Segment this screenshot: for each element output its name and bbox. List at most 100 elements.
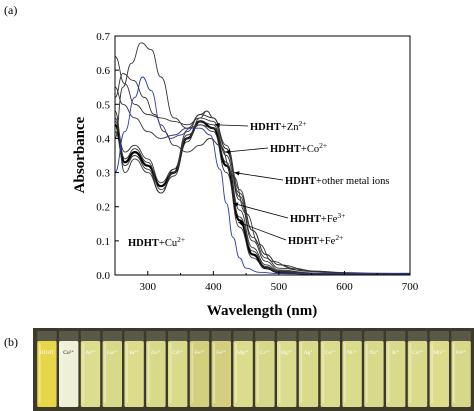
annotation-arrow xyxy=(225,147,269,153)
vial xyxy=(59,341,79,407)
vial xyxy=(342,341,362,407)
y-tick-label: 0.2 xyxy=(96,202,110,214)
vial-highlight xyxy=(300,343,303,403)
vial xyxy=(146,341,166,407)
vial-highlight xyxy=(104,343,107,403)
y-tick-label: 0.5 xyxy=(96,99,110,111)
vial-cap xyxy=(255,331,275,341)
annotation-arrowhead xyxy=(234,171,240,176)
vial-highlight xyxy=(147,343,150,403)
y-tick-label: 0.3 xyxy=(96,168,110,180)
spectrum-line-10 xyxy=(114,76,410,275)
vial-cap xyxy=(386,331,406,341)
annotation-arrow xyxy=(234,172,284,181)
y-axis-title: Absorbance xyxy=(72,116,88,193)
x-tick-label: 700 xyxy=(402,281,419,293)
vial-label: Fe²⁺ xyxy=(194,350,204,356)
annotation-arrow xyxy=(214,124,249,127)
vial-highlight xyxy=(169,343,172,403)
vial-cap xyxy=(320,331,340,341)
vial xyxy=(189,341,210,407)
vial xyxy=(407,341,428,407)
vial xyxy=(451,341,471,407)
y-tick-label: 0.1 xyxy=(96,236,110,248)
vial-cap xyxy=(407,331,428,341)
annotation-arrowhead xyxy=(225,149,231,154)
annotation-layer: HDHT+Zn2+ HDHT+Co2+ HDHT+other metal ions H… xyxy=(128,119,390,249)
vial-highlight xyxy=(322,343,325,403)
annotation-arrowhead xyxy=(214,122,220,128)
vial-cap xyxy=(429,331,449,341)
vial-highlight xyxy=(452,343,455,403)
vial-highlight xyxy=(365,343,368,403)
vial-highlight xyxy=(278,343,281,403)
vial-cap xyxy=(342,331,362,341)
annotation-label: HDHT+Fe2+ xyxy=(288,233,343,247)
annotation-arrow xyxy=(238,221,287,241)
vial-cap xyxy=(277,331,297,341)
vial xyxy=(211,341,231,407)
spectrum-line-5 xyxy=(114,120,410,275)
vial-label: Cu²⁺ xyxy=(63,350,74,356)
vial-label: Ni²⁺ xyxy=(347,350,357,356)
vial-highlight xyxy=(387,343,390,403)
x-tick-label: 300 xyxy=(140,281,157,293)
vial-cap xyxy=(233,331,253,341)
annotation-arrowhead xyxy=(233,202,239,207)
vial xyxy=(429,341,449,407)
vial-photo: HDHT Cu²⁺ Al³⁺ Ga³⁺ In³⁺ Zn²⁺ Cd²⁺ Fe²⁺ Fe³⁺ Mg²⁺… xyxy=(33,328,474,411)
vial-label: Na⁺ xyxy=(369,350,378,356)
vial-highlight xyxy=(60,343,63,403)
vial-cap xyxy=(168,331,188,341)
vial-highlight xyxy=(38,343,41,403)
vial-label: HDHT xyxy=(39,350,55,356)
x-tick-label: 400 xyxy=(205,281,222,293)
vial-label: Mn²⁺ xyxy=(433,350,445,356)
vial xyxy=(102,341,122,407)
vial-label: Zn²⁺ xyxy=(151,350,162,356)
vial xyxy=(168,341,188,407)
ticks-layer: 300 400 500 600 700 0.0 0.1 0.2 0.3 0.4 0.5 0.6 0.7 xyxy=(96,31,419,293)
y-tick-label: 0.7 xyxy=(96,31,110,43)
vial-label: Ag⁺ xyxy=(304,350,314,356)
vial-label: Ca²⁺ xyxy=(412,350,423,356)
vial-cap xyxy=(451,331,471,341)
vial-highlight xyxy=(343,343,346,403)
vial xyxy=(37,341,57,407)
vial-cap xyxy=(211,331,231,341)
vial-label: Fe³⁺ xyxy=(216,350,226,356)
vial xyxy=(320,341,340,407)
vial-cap xyxy=(59,331,79,341)
vial-cap xyxy=(146,331,166,341)
vial-cap xyxy=(80,331,101,341)
vial-highlight xyxy=(256,343,259,403)
y-tick-label: 0.0 xyxy=(96,270,110,282)
annotation-label: HDHT+Zn2+ xyxy=(250,119,307,133)
vial-layer: HDHT Cu²⁺ Al³⁺ Ga³⁺ In³⁺ Zn²⁺ Cd²⁺ Fe²⁺ Fe³⁺ Mg²⁺… xyxy=(37,331,471,407)
vial-cap xyxy=(124,331,144,341)
vial-label: Cr³⁺ xyxy=(260,350,270,356)
vial xyxy=(124,341,144,407)
vial xyxy=(277,341,297,407)
vial-highlight xyxy=(431,343,434,403)
vial-cap xyxy=(102,331,122,341)
annotation-label: HDHT+Cu2+ xyxy=(128,235,185,249)
vial-cap xyxy=(37,331,57,341)
vial-highlight xyxy=(82,343,85,403)
vial xyxy=(298,341,319,407)
annotation-arrowhead xyxy=(238,221,244,226)
vial-label: Hg²⁺ xyxy=(281,350,292,356)
vial-label: Ga³⁺ xyxy=(107,350,118,356)
spectrum-line-4 xyxy=(114,110,410,275)
spectrum-line-2 xyxy=(114,117,410,275)
vial xyxy=(386,341,406,407)
vial-cap xyxy=(189,331,210,341)
annotation-label: HDHT+Fe3+ xyxy=(290,211,345,225)
vial xyxy=(364,341,384,407)
vial-highlight xyxy=(213,343,216,403)
vial-highlight xyxy=(125,343,128,403)
vial-label: Pd²⁺ xyxy=(456,350,466,356)
vial-label: Cd²⁺ xyxy=(172,350,183,356)
y-tick-label: 0.6 xyxy=(96,65,110,77)
